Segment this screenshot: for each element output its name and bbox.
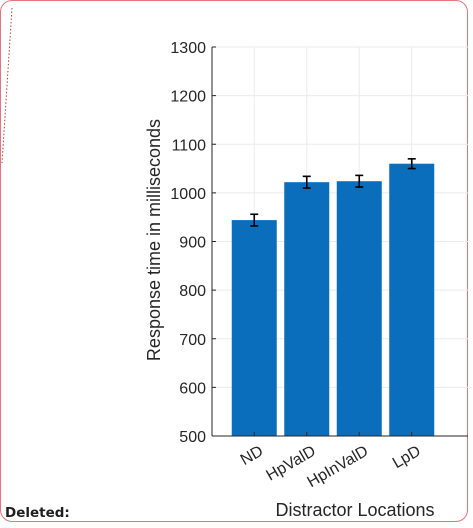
- error-bar: [250, 213, 259, 227]
- y-axis-label: Response time in milliseconds: [144, 119, 164, 361]
- comment-connector-line: [1, 8, 13, 164]
- error-bars: [250, 158, 416, 227]
- x-tick-label: ND: [238, 443, 267, 469]
- bar-hpvald: [284, 182, 330, 436]
- x-tick-label: LpD: [390, 443, 424, 472]
- error-bar: [302, 175, 311, 189]
- bar-nd: [231, 220, 277, 436]
- error-bar: [407, 158, 416, 170]
- y-tick-label: 700: [179, 332, 206, 349]
- x-tick-label: HpInValD: [304, 443, 371, 491]
- y-tick-labels: 500 600 700 800 900 1000 1100 1200 1300: [170, 40, 206, 446]
- axes: [211, 46, 468, 437]
- y-tick-label: 800: [179, 283, 206, 300]
- y-tick-label: 500: [179, 429, 206, 446]
- x-axis-label: Distractor Locations: [275, 500, 434, 520]
- y-tick-label: 900: [179, 235, 206, 252]
- comment-frame: [0, 0, 468, 522]
- y-tick-label: 1300: [170, 40, 206, 57]
- bar-lpd: [389, 163, 435, 436]
- bar-hpinvald: [336, 181, 382, 436]
- y-tick-label: 1100: [172, 137, 207, 154]
- y-tick-label: 1000: [170, 186, 206, 203]
- comment-label: Deleted:: [5, 505, 70, 521]
- bars: [231, 163, 435, 436]
- error-bar: [355, 174, 364, 188]
- y-tick-label: 1200: [170, 89, 206, 106]
- y-tick-label: 600: [179, 380, 206, 397]
